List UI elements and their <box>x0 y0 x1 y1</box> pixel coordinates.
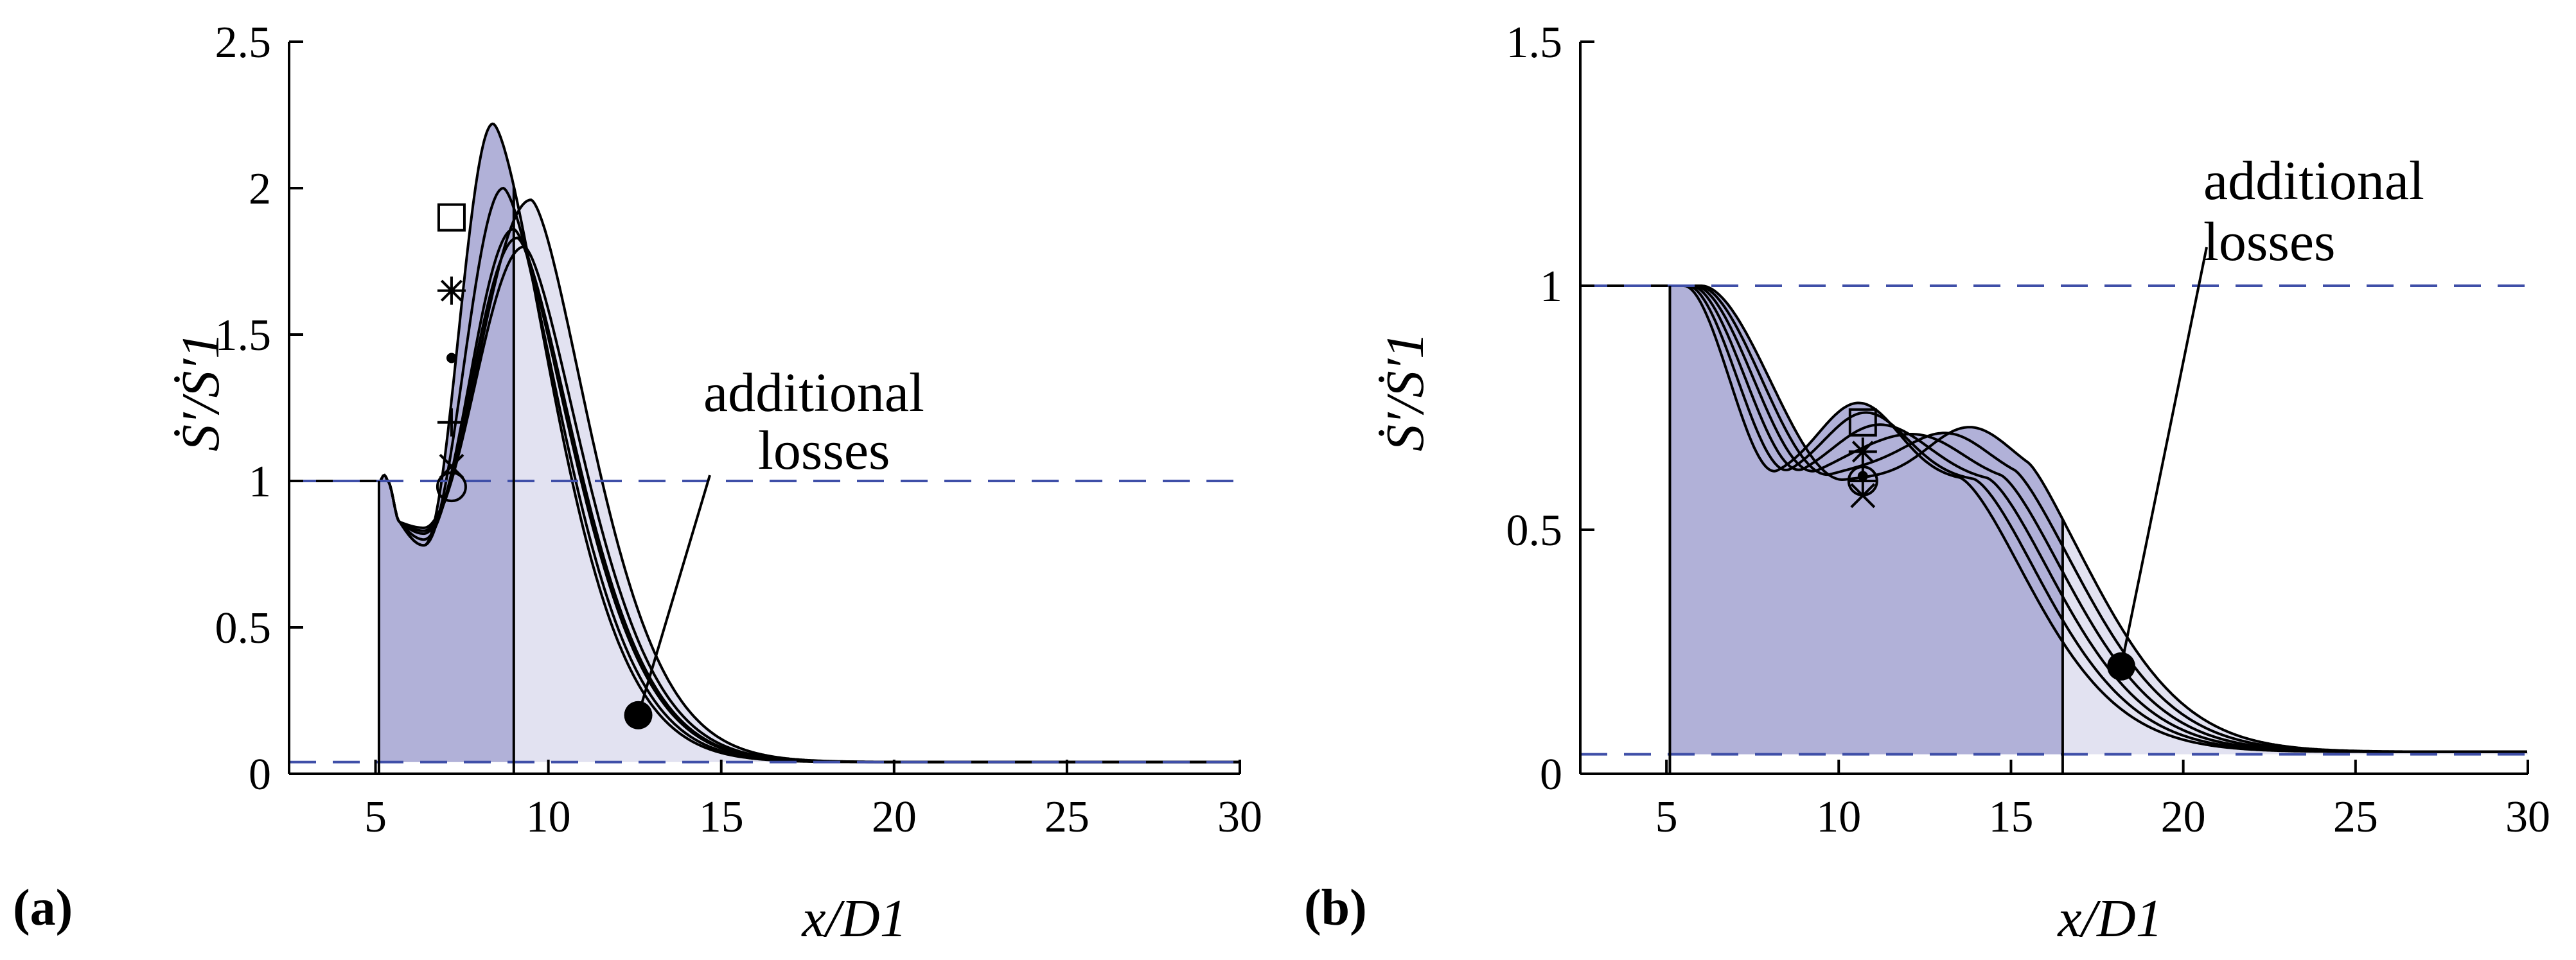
x-tick-label: 15 <box>699 792 744 842</box>
y-tick-label: 0 <box>1540 750 1562 799</box>
x-tick-label: 20 <box>2161 792 2206 842</box>
marker-plus <box>437 408 466 437</box>
annotation-line-1: additional <box>703 362 924 423</box>
x-axis-label: x/D1 <box>800 889 906 948</box>
annotation-pointer <box>2120 247 2208 667</box>
annotation-additional-losses: additional losses <box>624 362 924 729</box>
annotation-pointer <box>637 475 711 716</box>
panel-label: (a) <box>13 880 73 936</box>
annotation-additional-losses: additional losses <box>2107 150 2424 681</box>
marker-square <box>1848 408 1877 437</box>
additional-losses-region <box>378 123 1240 762</box>
annotation-line-1: additional <box>2203 150 2424 211</box>
y-tick-label: 0 <box>249 750 271 799</box>
marker-x <box>1850 483 1876 509</box>
x-tick-label: 5 <box>1655 792 1678 842</box>
marker-circle <box>436 471 467 503</box>
panel-b: 5 10 15 20 25 30 0 0.5 1 1.5 additional losses x/… <box>1304 18 2550 948</box>
x-tick-label: 30 <box>1217 792 1262 842</box>
marker-star-ray <box>1851 441 1874 463</box>
y-axis-label: Ṡ′/Ṡ′1 <box>1375 332 1435 451</box>
x-tick-label: 30 <box>2505 792 2550 842</box>
y-tick-label: 1 <box>249 457 271 507</box>
y-tick-label: 0.5 <box>1506 506 1563 555</box>
annotation-line-2: losses <box>2203 211 2335 272</box>
x-tick-label: 10 <box>526 792 571 842</box>
shaded-region <box>378 123 514 762</box>
annotation-dot <box>624 701 653 729</box>
y-tick-label: 1.5 <box>1506 18 1563 67</box>
marker-star-ray <box>440 279 463 302</box>
x-tick-label: 25 <box>1045 792 1090 842</box>
panel-label: (b) <box>1304 880 1367 936</box>
curves <box>1580 284 2527 753</box>
marker-star <box>1848 437 1877 466</box>
series-markers <box>1847 408 1878 509</box>
x-tick-label: 25 <box>2333 792 2378 842</box>
series-markers <box>436 203 467 503</box>
annotation-dot <box>2107 652 2136 681</box>
axes: 5 10 15 20 25 30 0 0.5 1 1.5 <box>1506 18 2551 842</box>
marker-plus <box>1848 467 1877 495</box>
x-axis-label: x/D1 <box>2056 889 2162 948</box>
series-line <box>1580 284 2527 753</box>
y-tick-label: 0.5 <box>215 604 272 653</box>
y-tick-label: 2.5 <box>215 18 272 67</box>
y-tick-label: 1.5 <box>215 311 272 360</box>
shaded-region <box>1670 286 2063 755</box>
x-tick-label: 5 <box>364 792 387 842</box>
x-tick-label: 15 <box>1988 792 2033 842</box>
x-tick-label: 20 <box>872 792 917 842</box>
axes: 5 10 15 20 25 30 0 0.5 1 1.5 2 2.5 <box>215 18 1263 842</box>
y-tick-label: 1 <box>1540 262 1562 311</box>
x-tick-label: 10 <box>1816 792 1861 842</box>
annotation-line-2: losses <box>758 419 890 481</box>
marker-square <box>437 203 466 232</box>
y-tick-label: 2 <box>249 164 271 214</box>
y-axis-label: Ṡ′/Ṡ′1 <box>171 332 231 451</box>
marker-star <box>437 276 466 305</box>
panel-a: 5 10 15 20 25 30 0 0.5 1 1.5 2 2.5 additional losse… <box>13 18 1262 948</box>
marker-dot <box>446 353 457 363</box>
marker-x-b <box>1850 483 1876 509</box>
